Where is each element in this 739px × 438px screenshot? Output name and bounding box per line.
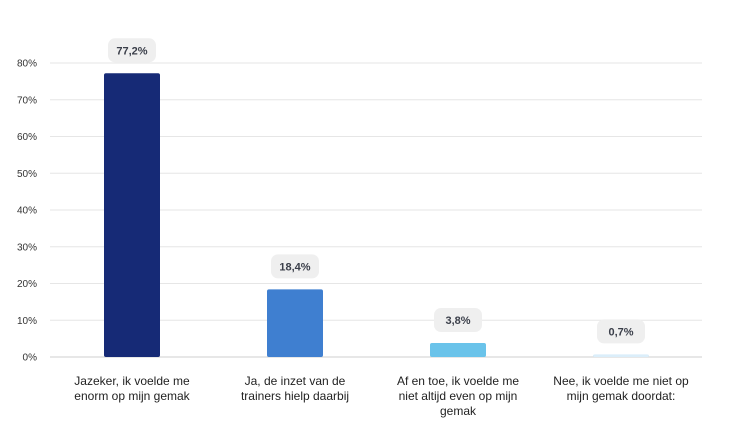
y-tick-label: 30% — [17, 242, 37, 253]
category-label-line: Jazeker, ik voelde me — [74, 374, 190, 388]
data-label-text: 3,8% — [445, 315, 470, 327]
bar — [430, 343, 486, 357]
data-labels: 77,2% 18,4% 3,8% 0,7% — [108, 38, 645, 344]
bars — [104, 73, 649, 357]
data-label-background — [434, 308, 482, 333]
data-label: 0,7% — [597, 319, 645, 344]
y-tick-label: 10% — [17, 316, 37, 327]
bar — [593, 354, 649, 357]
y-tick-label: 40% — [17, 206, 37, 217]
y-axis: 0% 10% 20% 30% 40% 50% 60% 70% 80% — [17, 59, 37, 364]
data-label-text: 0,7% — [608, 326, 633, 338]
category-label-line: Af en toe, ik voelde me — [397, 374, 519, 388]
data-label: 3,8% — [434, 308, 482, 333]
category-label-line: Nee, ik voelde me niet op — [553, 374, 689, 388]
data-label-text: 77,2% — [116, 45, 147, 57]
data-label-background — [271, 254, 319, 279]
y-tick-label: 70% — [17, 95, 37, 106]
bar — [267, 289, 323, 357]
y-tick-label: 0% — [23, 353, 38, 364]
bar — [104, 73, 160, 357]
y-tick-label: 60% — [17, 132, 37, 143]
data-label: 77,2% — [108, 38, 156, 63]
data-label-background — [597, 319, 645, 344]
data-label: 18,4% — [271, 254, 319, 279]
category-label-line: enorm op mijn gemak — [74, 389, 190, 403]
data-label-background — [108, 38, 156, 63]
y-tick-label: 80% — [17, 59, 37, 70]
category-label-line: niet altijd even op mijn — [399, 389, 518, 403]
category-label-line: mijn gemak doordat: — [567, 389, 676, 403]
y-tick-label: 50% — [17, 169, 37, 180]
category-label-line: trainers hielp daarbij — [241, 389, 349, 403]
category-label-line: Ja, de inzet van de — [245, 374, 346, 388]
data-label-text: 18,4% — [279, 261, 310, 273]
category-label-line: gemak — [440, 404, 477, 418]
y-tick-label: 20% — [17, 279, 37, 290]
